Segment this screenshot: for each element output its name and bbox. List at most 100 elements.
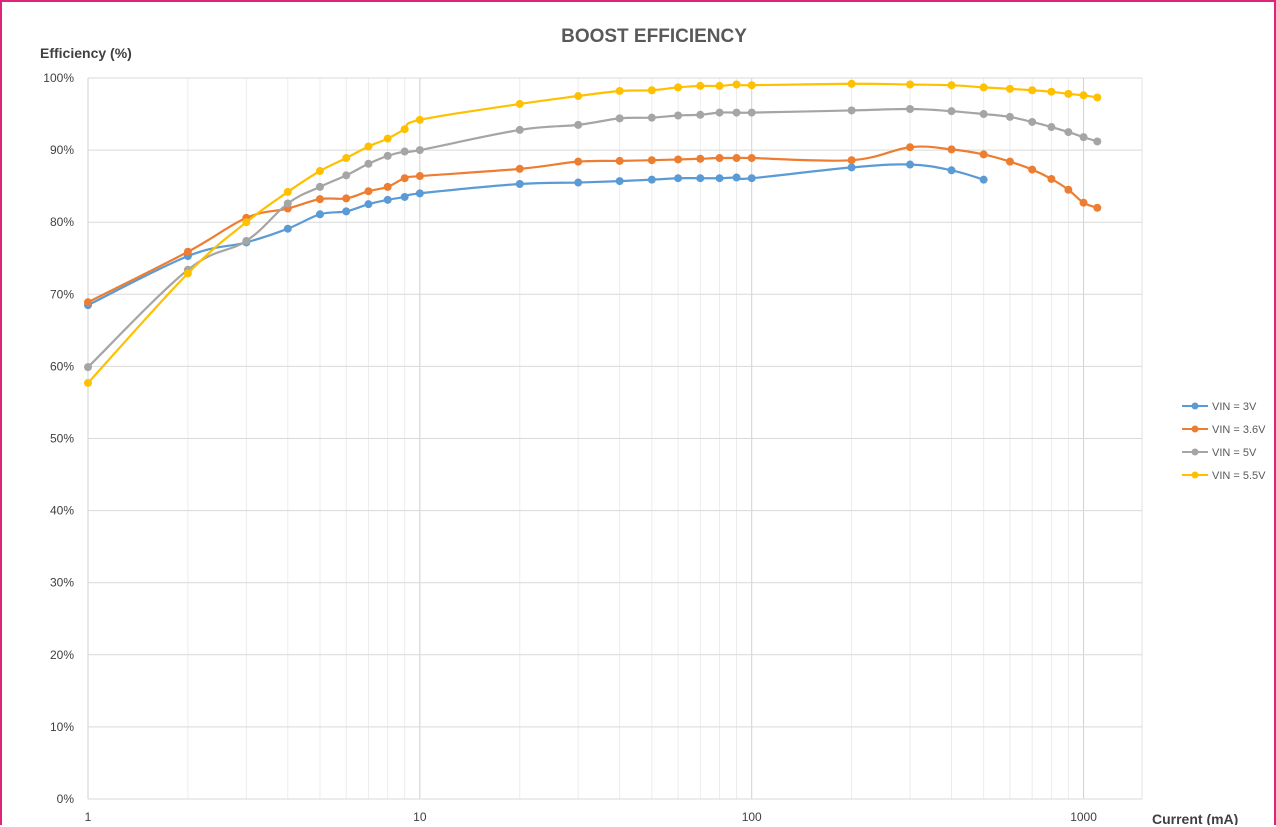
data-point	[647, 86, 656, 95]
data-point	[847, 106, 856, 115]
data-point	[415, 172, 424, 181]
data-point	[1028, 117, 1037, 126]
data-point	[283, 187, 292, 196]
major-gridlines	[87, 77, 1142, 800]
data-point	[1047, 87, 1056, 96]
data-point	[847, 156, 856, 165]
data-point	[847, 163, 856, 172]
data-point	[574, 178, 583, 187]
y-tick-label: 10%	[50, 720, 74, 734]
data-point	[732, 108, 741, 117]
data-point	[383, 151, 392, 160]
data-point	[715, 154, 724, 163]
data-point	[315, 182, 324, 191]
data-point	[342, 207, 351, 216]
data-point	[674, 174, 683, 183]
data-point	[615, 86, 624, 95]
data-point	[574, 157, 583, 166]
legend-label: VIN = 5.5V	[1212, 470, 1266, 482]
data-point	[1079, 133, 1088, 142]
x-tick-label: 10	[413, 810, 427, 824]
data-point	[947, 81, 956, 90]
data-point	[674, 111, 683, 120]
legend-item: VIN = 3.6V	[1182, 424, 1266, 436]
data-point	[1093, 137, 1102, 146]
data-point	[947, 166, 956, 175]
data-point	[747, 81, 756, 90]
data-point	[84, 363, 92, 372]
data-point	[1064, 185, 1073, 194]
legend-swatch-marker	[1191, 471, 1199, 479]
y-tick-label: 0%	[57, 792, 75, 806]
data-point	[400, 174, 409, 183]
data-point	[315, 167, 324, 176]
x-tick-label: 1000	[1070, 810, 1097, 824]
data-point	[515, 125, 524, 134]
y-tick-label: 30%	[50, 576, 74, 590]
y-tick-label: 20%	[50, 648, 74, 662]
data-point	[315, 210, 324, 219]
x-axis-title: Current (mA)	[1152, 811, 1238, 825]
data-point	[947, 145, 956, 154]
data-point	[715, 108, 724, 117]
data-point	[1047, 174, 1056, 183]
data-point	[696, 81, 705, 90]
legend: VIN = 3V VIN = 3.6V VIN = 5V VIN = 5.5V	[1182, 401, 1266, 482]
data-point	[400, 192, 409, 201]
data-point	[342, 194, 351, 203]
data-point	[415, 115, 424, 124]
data-point	[242, 218, 251, 227]
series-4	[84, 79, 1102, 387]
data-point	[315, 195, 324, 204]
x-tick-label: 1	[85, 810, 92, 824]
y-tick-label: 90%	[50, 143, 74, 157]
data-point	[979, 150, 988, 159]
data-point	[1093, 93, 1102, 102]
data-point	[674, 83, 683, 92]
series-line	[87, 82, 1098, 384]
data-point	[415, 146, 424, 155]
data-point	[615, 156, 624, 165]
data-point	[283, 224, 292, 233]
data-point	[696, 110, 705, 119]
data-point	[1064, 128, 1073, 137]
data-point	[183, 247, 192, 256]
data-point	[979, 175, 988, 184]
data-point	[715, 81, 724, 90]
data-point	[515, 164, 524, 173]
data-point	[364, 187, 373, 196]
data-point	[732, 154, 741, 163]
data-point	[696, 154, 705, 163]
data-point	[515, 179, 524, 188]
data-point	[696, 174, 705, 183]
data-point	[906, 160, 915, 169]
data-point	[383, 182, 392, 191]
chart-title: BOOST EFFICIENCY	[561, 26, 747, 47]
y-axis-tick-labels: 0% 10% 20% 30% 40% 50% 60% 70% 80% 90% 100%	[43, 71, 74, 806]
series-line	[87, 163, 984, 307]
data-point	[906, 143, 915, 152]
data-point	[615, 114, 624, 123]
data-point	[906, 105, 915, 114]
data-point	[574, 120, 583, 129]
y-tick-label: 100%	[43, 71, 74, 85]
data-point	[574, 92, 583, 101]
data-point	[415, 189, 424, 198]
legend-label: VIN = 3V	[1212, 401, 1257, 413]
data-point	[364, 200, 373, 209]
data-point	[383, 195, 392, 204]
y-axis-title: Efficiency (%)	[40, 45, 132, 61]
data-point	[515, 99, 524, 108]
data-point	[647, 156, 656, 165]
y-tick-label: 50%	[50, 432, 74, 446]
data-point	[732, 173, 741, 182]
data-point	[1093, 203, 1102, 212]
series-3	[84, 105, 1102, 372]
x-axis-tick-labels: 1 10 100 1000	[85, 810, 1098, 824]
data-point	[1028, 86, 1037, 95]
legend-swatch-marker	[1191, 448, 1199, 456]
data-point	[342, 154, 351, 163]
legend-item: VIN = 5.5V	[1182, 470, 1266, 482]
